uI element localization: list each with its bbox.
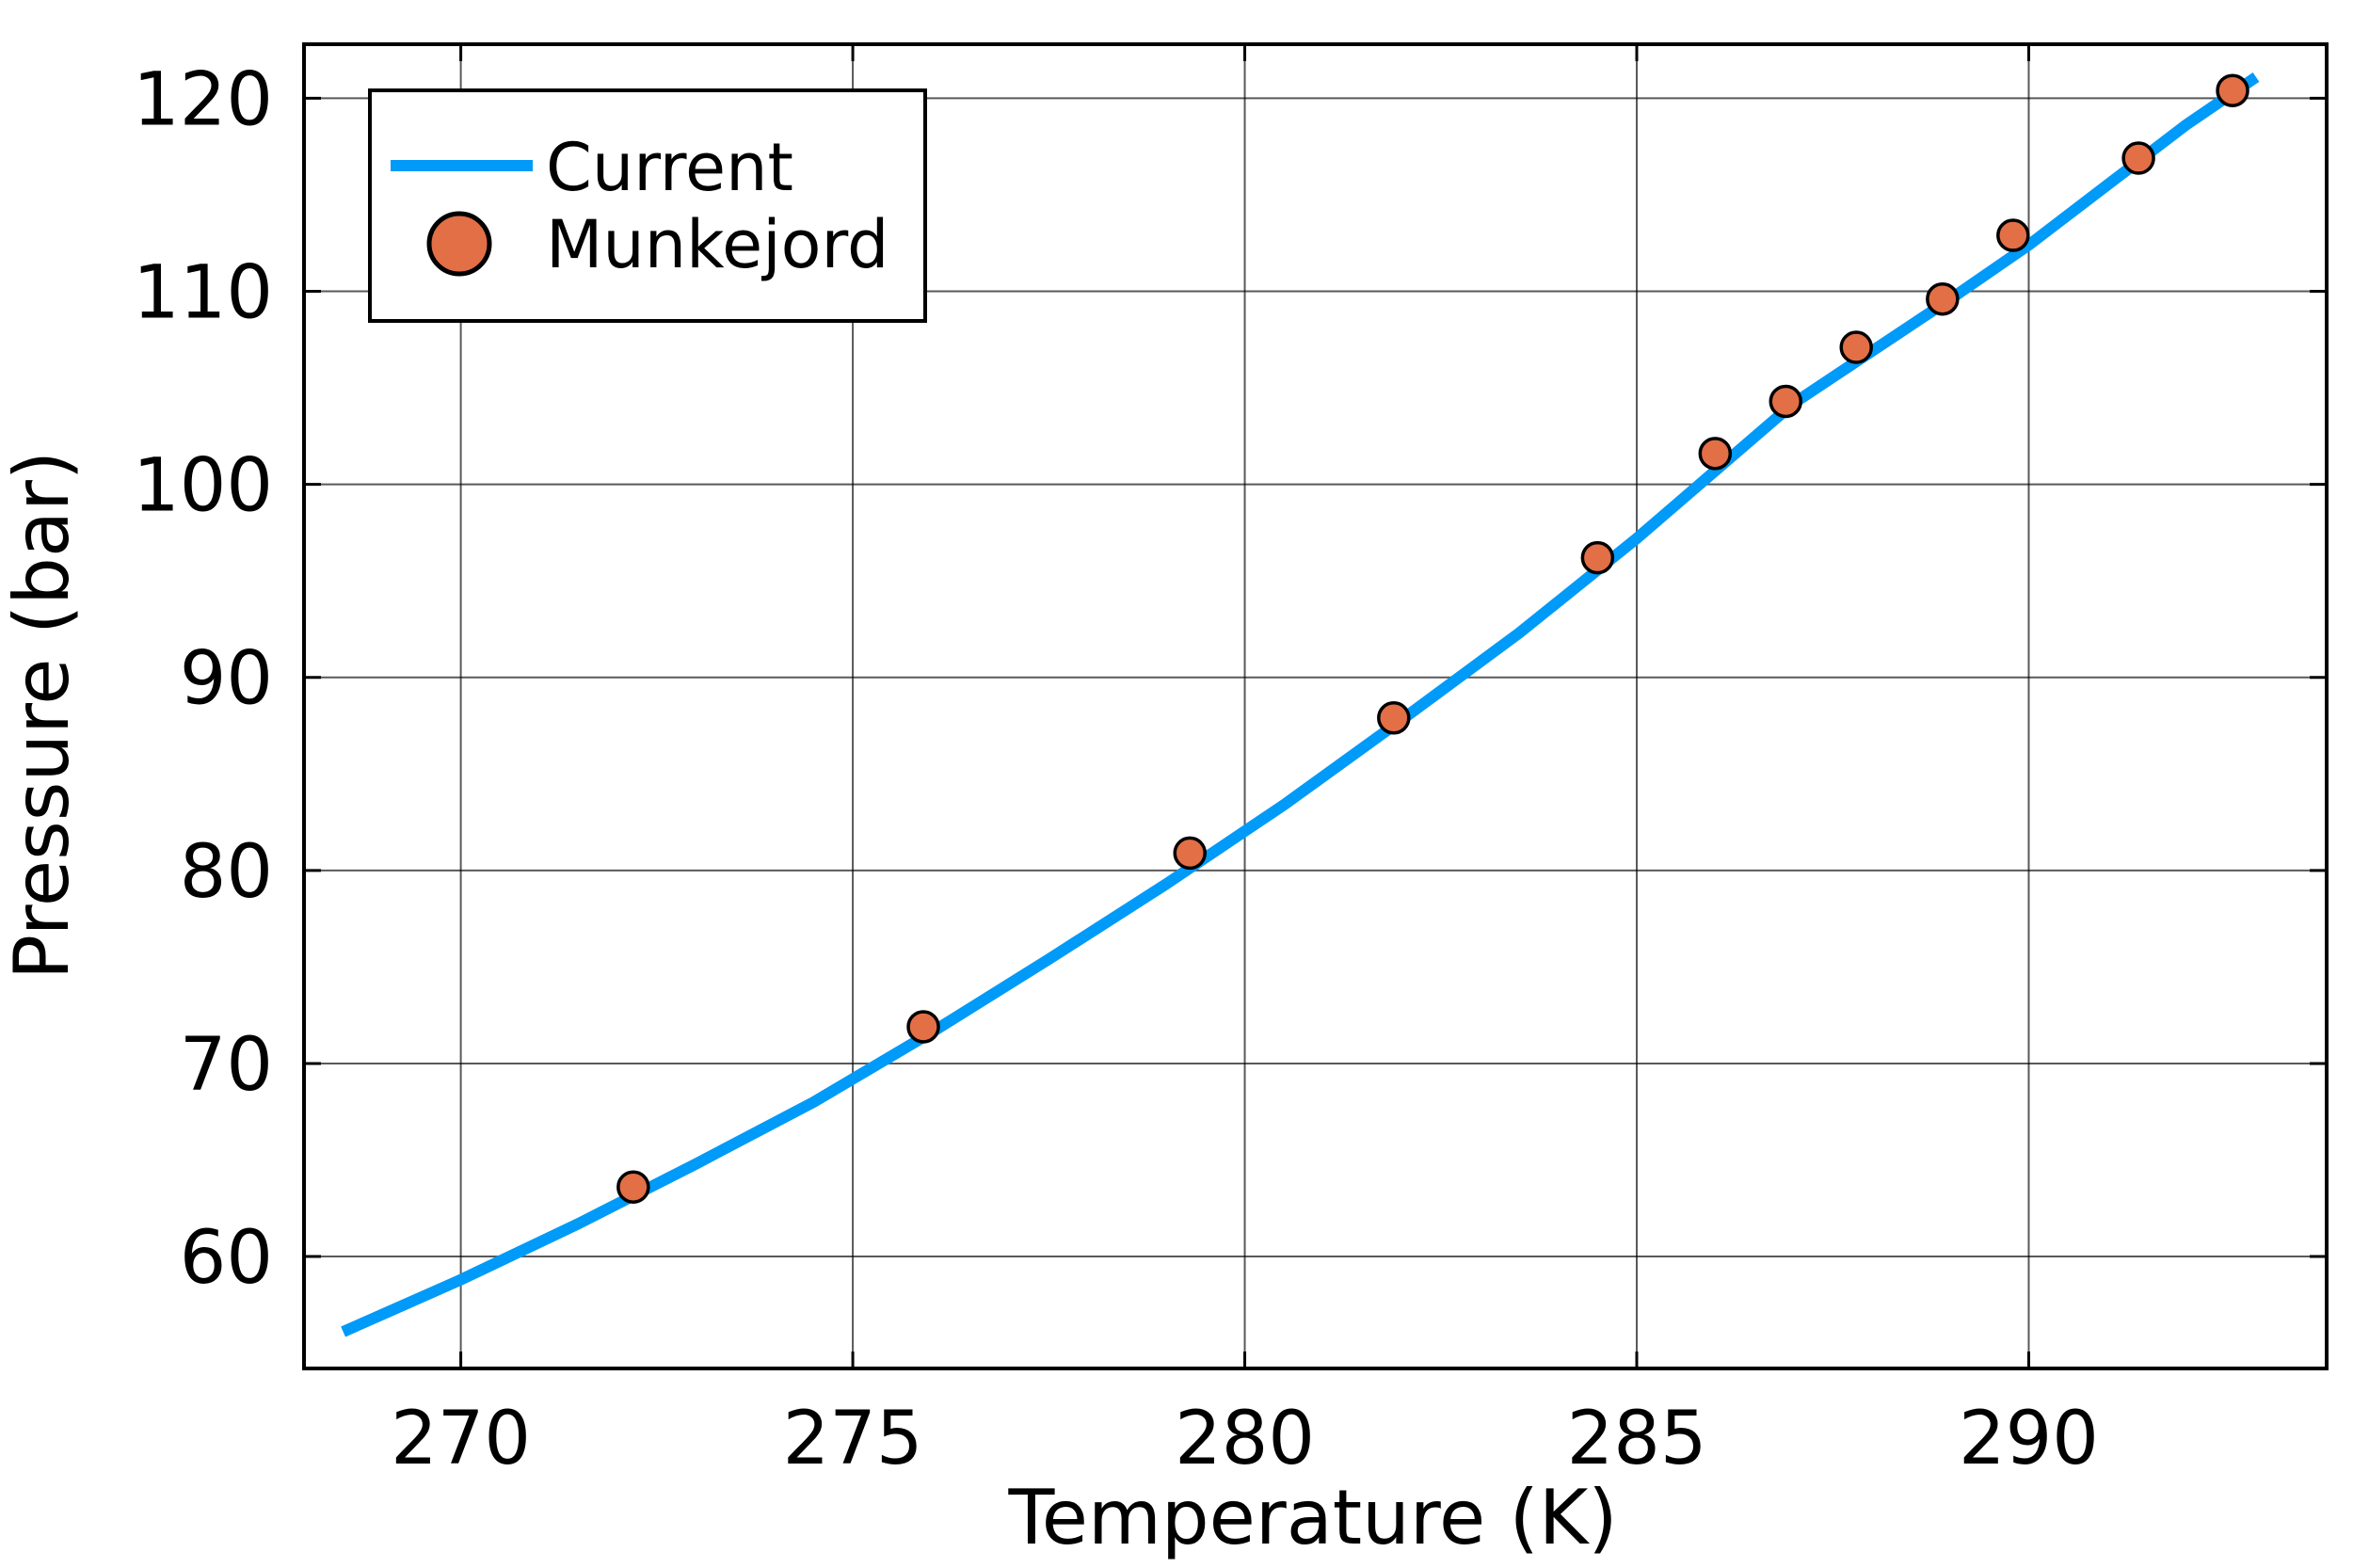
data-point-munkejord [1377, 701, 1411, 735]
data-point-munkejord [1698, 437, 1733, 471]
x-tick-label: 280 [1175, 1397, 1315, 1481]
legend-current-label: Current [546, 129, 793, 206]
data-point-munkejord [906, 1010, 940, 1044]
y-tick-label: 90 [180, 637, 273, 722]
legend: Current Munkejord [368, 88, 927, 323]
y-axis-title: Pressure (bar) [0, 451, 86, 980]
axes-layer: 270 275 280 285 290 60 70 80 90 100 110 120 [133, 42, 2329, 1481]
data-point-munkejord [1580, 540, 1615, 575]
y-tick-label: 110 [133, 251, 273, 336]
legend-munkejord-label: Munkejord [546, 206, 889, 283]
legend-munkejord-marker [426, 211, 492, 277]
data-point-munkejord [616, 1170, 650, 1204]
legend-box [368, 88, 927, 323]
grid-lines [304, 44, 2327, 1368]
x-tick-label: 275 [783, 1397, 923, 1481]
data-point-munkejord [1926, 281, 1960, 316]
y-tick-label: 120 [133, 57, 273, 142]
series-line-current [341, 72, 2260, 1337]
x-axis-title: Temperature (K) [1007, 1474, 1617, 1561]
plot-frame [302, 42, 2329, 1370]
data-point-munkejord [2216, 73, 2249, 107]
y-tick-label: 80 [180, 830, 273, 915]
data-point-munkejord [2121, 141, 2155, 175]
x-tick-label: 290 [1959, 1397, 2099, 1481]
data-point-munkejord [1996, 218, 2030, 252]
x-tick-label: 270 [391, 1397, 531, 1481]
data-point-munkejord [1173, 836, 1207, 871]
y-tick-label: 70 [180, 1023, 273, 1108]
series-layer [341, 72, 2260, 1337]
data-point-munkejord [1839, 330, 1873, 364]
y-tick-label: 100 [133, 444, 273, 529]
x-tick-label: 285 [1567, 1397, 1707, 1481]
data-point-munkejord [1769, 384, 1803, 419]
y-tick-label: 60 [180, 1216, 273, 1301]
